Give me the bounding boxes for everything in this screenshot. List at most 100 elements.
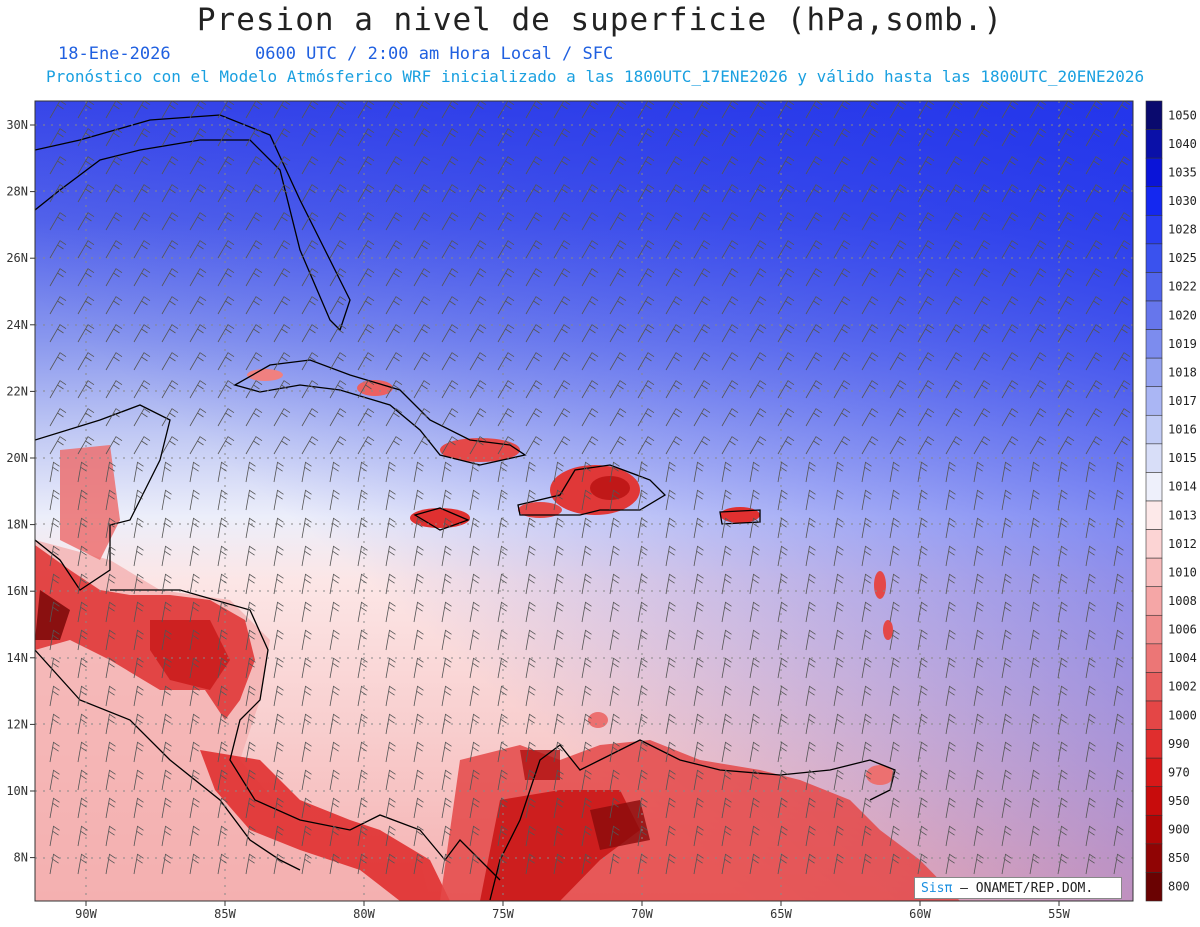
- wind-barb: [637, 797, 648, 819]
- wind-barb: [441, 380, 459, 399]
- wind-barb: [301, 573, 312, 595]
- wind-barb: [105, 517, 116, 539]
- wind-barb: [777, 601, 788, 623]
- wind-barb: [301, 657, 312, 679]
- lat-label: 12N: [6, 717, 28, 731]
- wind-barb: [525, 629, 536, 651]
- wind-barb: [833, 461, 844, 483]
- wind-barb: [609, 489, 620, 511]
- wind-barb: [1001, 101, 1019, 119]
- wind-barb: [77, 545, 88, 567]
- wind-barb: [273, 380, 291, 399]
- wind-barb: [329, 380, 347, 399]
- wind-barb: [77, 128, 95, 147]
- wind-barb: [385, 436, 403, 455]
- wind-barb: [1001, 853, 1012, 875]
- wind-barb: [357, 352, 375, 371]
- wind-barb: [749, 713, 760, 735]
- wind-barb: [777, 489, 788, 511]
- wind-barb: [301, 436, 319, 455]
- wind-barb: [133, 741, 144, 763]
- wind-barb: [217, 769, 228, 791]
- wind-barb: [441, 436, 459, 455]
- wind-barb: [1085, 545, 1096, 567]
- wind-barb: [1113, 517, 1124, 539]
- wind-barb: [497, 825, 508, 847]
- wind-barb: [1029, 657, 1040, 679]
- wind-barb: [1057, 184, 1075, 203]
- wind-barb: [665, 156, 683, 175]
- wind-barb: [749, 128, 767, 147]
- wind-barb: [49, 128, 67, 147]
- wind-barb: [917, 601, 928, 623]
- wind-barb: [497, 184, 515, 203]
- wind-barb: [189, 797, 200, 819]
- wind-barb: [1113, 797, 1124, 819]
- wind-barb: [1029, 324, 1047, 343]
- wind-barb: [217, 296, 235, 315]
- wind-barb: [553, 296, 571, 315]
- wind-barb: [721, 657, 732, 679]
- wind-barb: [497, 101, 515, 119]
- wind-barb: [861, 629, 872, 651]
- wind-barb: [189, 741, 200, 763]
- forecast-time: 0600 UTC / 2:00 am Hora Local / SFC: [255, 44, 614, 64]
- wind-barb: [413, 517, 424, 539]
- wind-barb: [553, 436, 571, 455]
- wind-barb: [217, 489, 228, 511]
- wind-barb: [1029, 685, 1040, 707]
- map-frame: [34, 100, 1134, 902]
- wind-barb: [413, 156, 431, 175]
- wind-barb: [217, 268, 235, 287]
- wind-barb: [1001, 324, 1019, 343]
- wind-barb: [469, 825, 480, 847]
- wind-barb: [833, 573, 844, 595]
- wind-barb: [189, 489, 200, 511]
- lat-label: 24N: [6, 318, 28, 332]
- wind-barb: [329, 769, 340, 791]
- wind-barb: [245, 685, 256, 707]
- wind-barb: [385, 629, 396, 651]
- wind-barb: [665, 352, 683, 371]
- wind-barb: [441, 352, 459, 371]
- wind-barb: [749, 380, 767, 399]
- legend-level: 1014: [1168, 480, 1197, 494]
- wind-barb: [245, 156, 263, 175]
- wind-barb: [525, 128, 543, 147]
- wind-barb: [1085, 101, 1103, 119]
- wind-barb: [581, 517, 592, 539]
- wind-barb: [1113, 156, 1131, 175]
- wind-barb: [637, 517, 648, 539]
- wind-barb: [553, 713, 564, 735]
- legend-swatch: [1145, 672, 1163, 702]
- wind-barb: [1085, 436, 1103, 455]
- legend-level: 990: [1168, 737, 1190, 751]
- wind-barb: [581, 296, 599, 315]
- wind-barb: [189, 324, 207, 343]
- wind-barb: [553, 352, 571, 371]
- wind-barb: [273, 461, 284, 483]
- wind-barb: [469, 713, 480, 735]
- legend-level: 850: [1168, 851, 1190, 865]
- wind-barb: [637, 101, 655, 119]
- wind-barb: [161, 461, 172, 483]
- wind-barb: [497, 240, 515, 259]
- wind-barb: [861, 741, 872, 763]
- lat-label: 16N: [6, 584, 28, 598]
- wind-barb: [245, 489, 256, 511]
- wind-barb: [1085, 825, 1096, 847]
- wind-barb: [525, 545, 536, 567]
- wind-barb: [637, 408, 655, 427]
- wind-barb: [217, 461, 228, 483]
- wind-barb: [1113, 184, 1131, 203]
- wind-barb: [1029, 853, 1040, 875]
- wind-barb: [1057, 601, 1068, 623]
- wind-barb: [1029, 713, 1040, 735]
- wind-barb: [217, 128, 235, 147]
- wind-barb: [525, 101, 543, 119]
- wind-barb: [245, 184, 263, 203]
- wind-barb: [105, 408, 123, 427]
- wind-barb: [693, 212, 711, 231]
- wind-barb: [385, 352, 403, 371]
- wind-barb: [1001, 212, 1019, 231]
